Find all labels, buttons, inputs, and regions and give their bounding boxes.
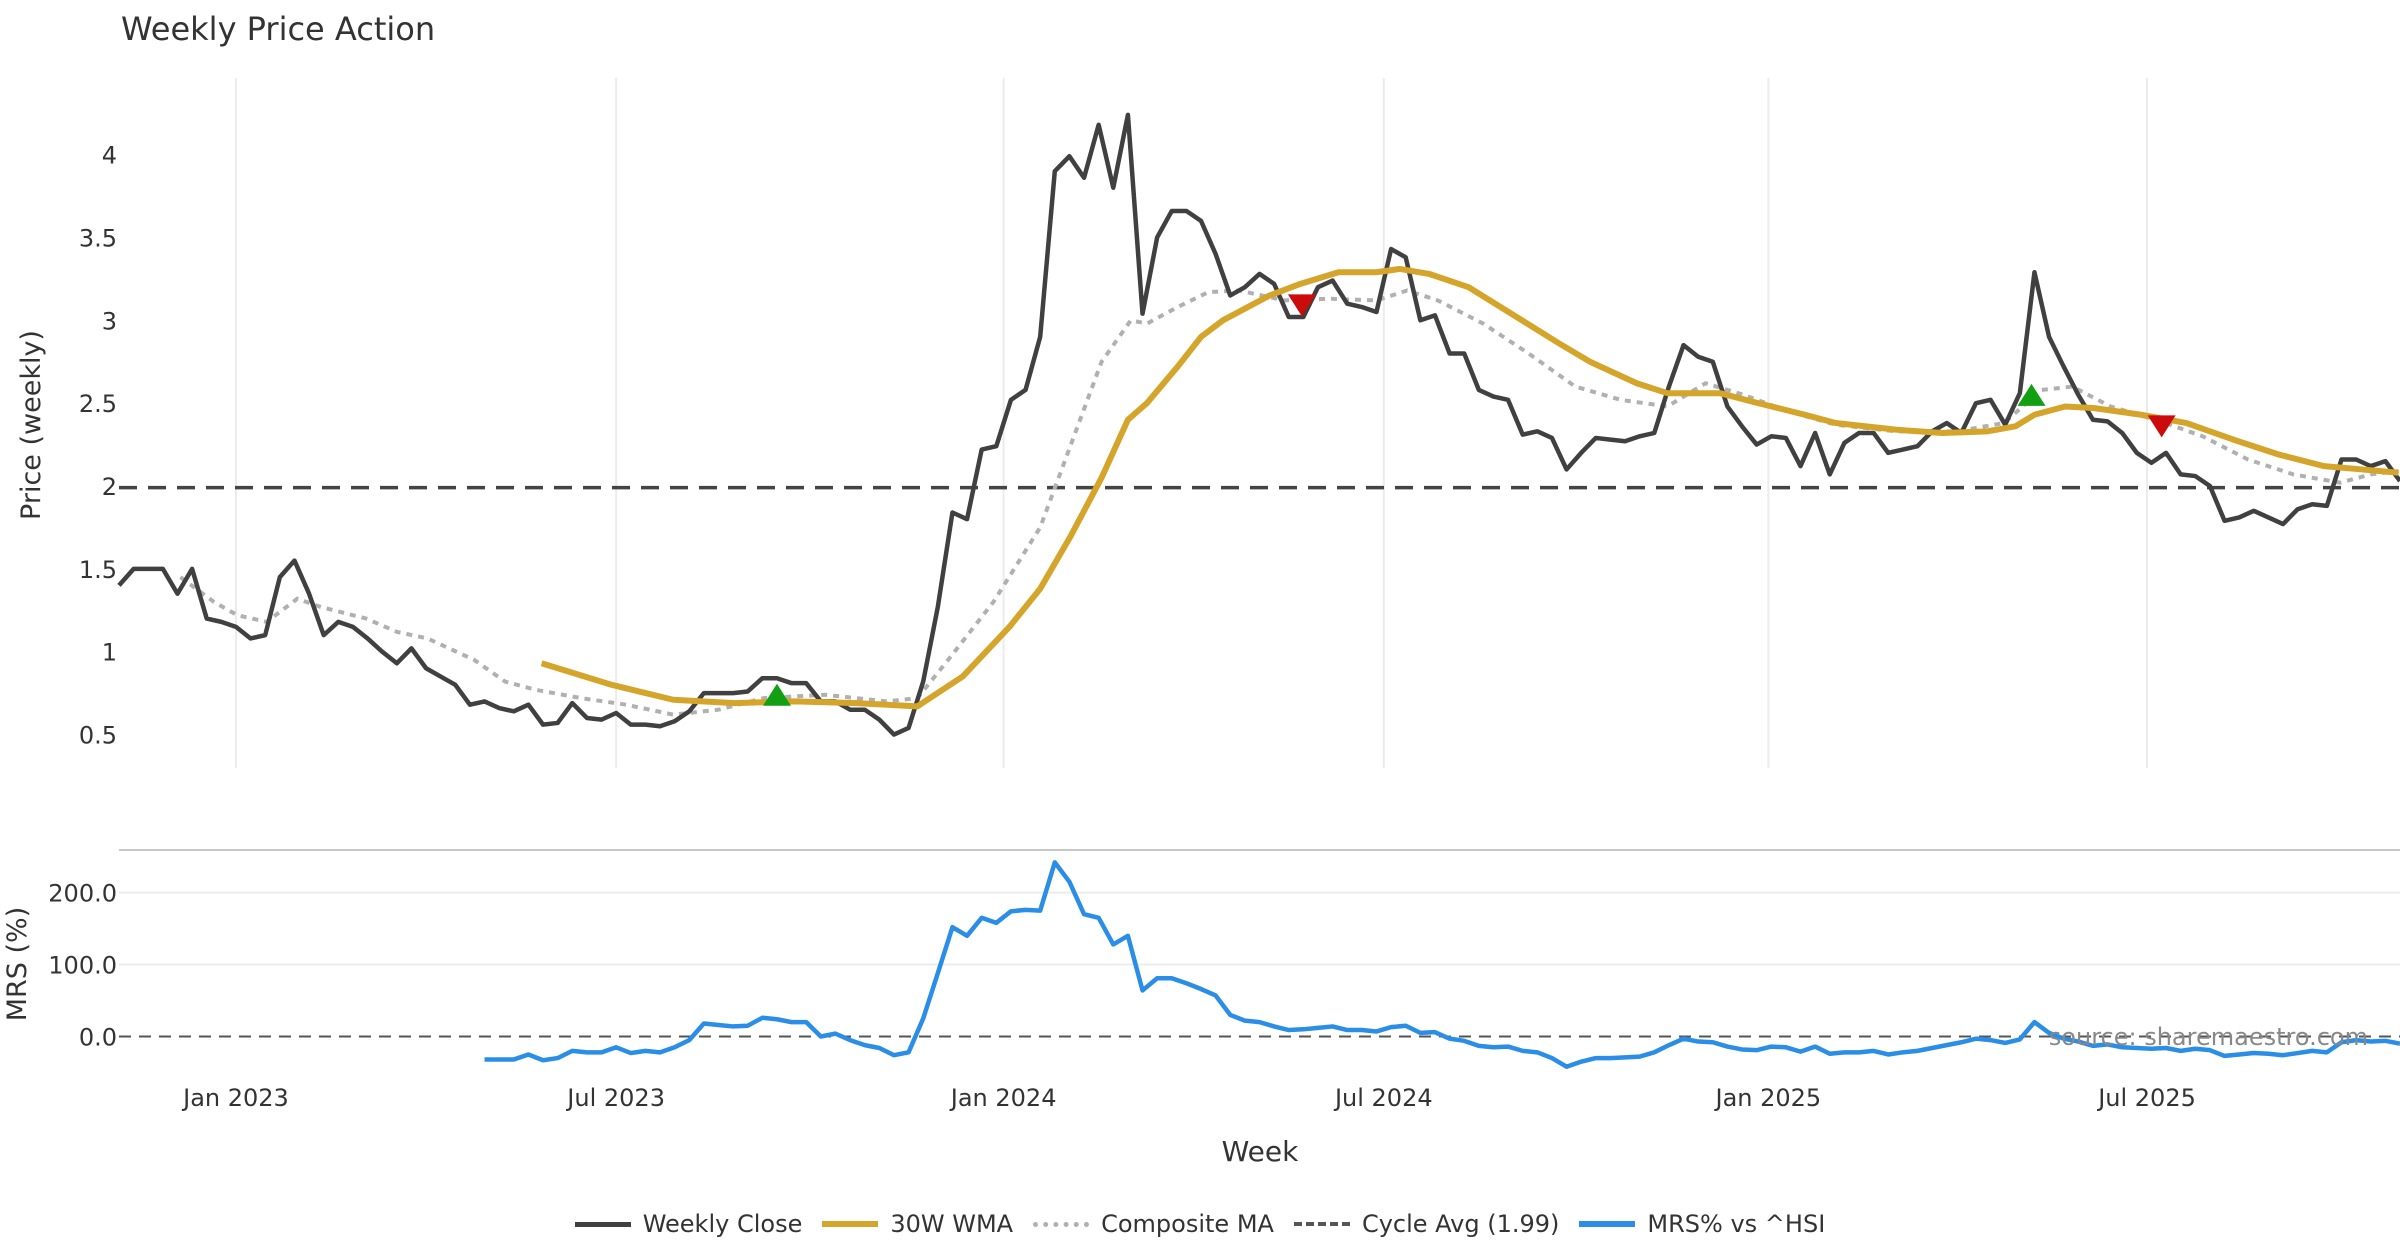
sell-signal-marker [2147,415,2176,438]
x-tick-label: Jul 2024 [1333,1084,1433,1112]
legend-swatch-close [574,1221,631,1227]
mrs-y-tick-label: 0.0 [79,1024,117,1052]
x-axis-label: Week [1222,1135,1299,1168]
y-tick-label: 2 [102,473,117,501]
legend-swatch-cycle [1293,1222,1350,1226]
legend-item-cycle-avg[interactable]: Cycle Avg (1.99) [1293,1210,1560,1238]
legend: Weekly Close 30W WMA Composite MA Cycle … [0,1210,2400,1238]
legend-item-composite-ma[interactable]: Composite MA [1033,1210,1274,1238]
y-tick-label: 1 [102,639,117,667]
legend-item-wma[interactable]: 30W WMA [822,1210,1013,1238]
y-tick-label: 3 [102,307,117,335]
legend-label: MRS% vs ^HSI [1647,1210,1826,1238]
legend-label: Cycle Avg (1.99) [1361,1210,1560,1238]
legend-item-weekly-close[interactable]: Weekly Close [574,1210,803,1238]
x-tick-label: Jul 2025 [2096,1084,2196,1112]
wma-30w-line [540,265,2399,710]
mrs-y-tick-label: 100.0 [48,952,117,980]
legend-label: 30W WMA [890,1210,1014,1238]
mrs-y-axis-label: MRS (%) [2,907,33,1022]
buy-signal-marker [2017,383,2046,406]
source-label: source: sharemaestro.com [2049,1023,2368,1051]
y-axis-label: Price (weekly) [16,330,47,520]
y-tick-label: 0.5 [79,722,117,750]
weekly-close-line [117,112,2400,737]
mrs-line [484,860,2400,1069]
chart-title: Weekly Price Action [121,10,435,48]
buy-signal-marker [762,683,791,706]
legend-swatch-composite [1033,1221,1090,1227]
x-tick-label: Jan 2024 [949,1084,1057,1112]
y-tick-label: 4 [102,142,117,170]
x-tick-label: Jan 2025 [1713,1084,1821,1112]
x-tick-label: Jan 2023 [181,1084,289,1112]
sell-signal-marker [1287,294,1316,317]
legend-label: Weekly Close [642,1210,803,1238]
legend-swatch-wma [822,1221,879,1227]
legend-item-mrs[interactable]: MRS% vs ^HSI [1579,1210,1825,1238]
composite-ma-line [179,288,2399,717]
mrs-y-tick-label: 200.0 [48,880,117,908]
y-tick-label: 3.5 [79,224,117,252]
x-tick-label: Jul 2023 [565,1084,665,1112]
y-tick-label: 2.5 [79,390,117,418]
legend-label: Composite MA [1101,1210,1274,1238]
legend-swatch-mrs [1579,1221,1636,1227]
y-tick-label: 1.5 [79,556,117,584]
